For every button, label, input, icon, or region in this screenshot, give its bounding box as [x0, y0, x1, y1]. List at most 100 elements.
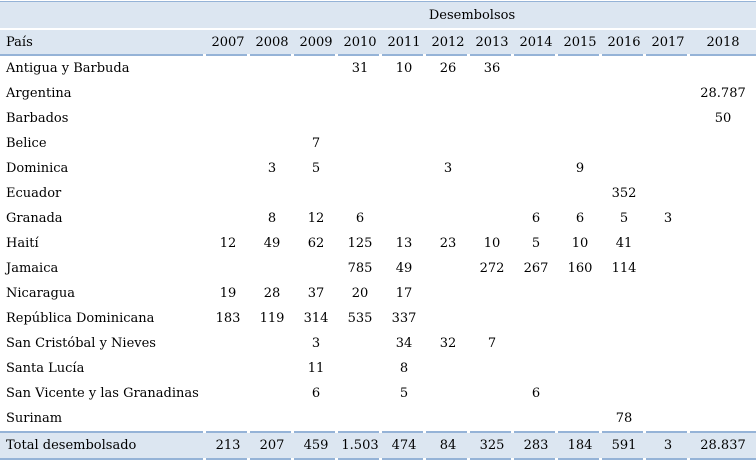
country-name-cell: Ecuador [6, 186, 62, 201]
table-row: Belice 7 [0, 131, 756, 156]
rule-segment [514, 431, 558, 433]
value-cell [294, 81, 338, 106]
value-cell: 12 [219, 236, 237, 251]
value-cell [690, 281, 756, 306]
total-value-cell: 184 [567, 438, 593, 453]
value-cell: 5 [399, 386, 409, 401]
value-cell [690, 331, 756, 356]
value-cell [338, 106, 382, 131]
table-row: Surinam 78 [0, 406, 756, 431]
value-cell [470, 306, 514, 331]
header-underline [0, 54, 756, 56]
value-cell: 5 [311, 161, 321, 176]
rule-segment [602, 54, 646, 56]
value-cell: 352 [611, 186, 637, 201]
value-cell: 5 [531, 236, 541, 251]
value-cell [426, 306, 470, 331]
value-cell [602, 156, 646, 181]
table-row: San Vicente y las Granadinas 6 5 6 [0, 381, 756, 406]
value-cell [426, 206, 470, 231]
rule-segment [294, 431, 338, 433]
value-cell [558, 181, 602, 206]
value-cell [294, 106, 338, 131]
value-cell [602, 281, 646, 306]
value-cell [338, 356, 382, 381]
table-row: Jamaica 785 49 272 267 160 114 [0, 256, 756, 281]
value-cell: 3 [267, 161, 277, 176]
value-cell [514, 406, 558, 431]
table-title-row: Desembolsos [0, 2, 756, 28]
value-cell [558, 306, 602, 331]
value-cell [690, 231, 756, 256]
rule-segment [382, 54, 426, 56]
value-cell [338, 381, 382, 406]
value-cell: 34 [395, 336, 413, 351]
value-cell [690, 131, 756, 156]
table-row: Granada 8 12 6 6 6 5 3 [0, 206, 756, 231]
total-row: Total desembolsado 213 207 459 1.503 474 84 32… [0, 433, 756, 458]
rule-segment [250, 54, 294, 56]
value-cell [514, 81, 558, 106]
year-column-header: 2014 [519, 34, 553, 50]
value-cell: 11 [307, 361, 325, 376]
year-column-header: 2012 [431, 34, 465, 50]
value-cell [470, 281, 514, 306]
value-cell [426, 181, 470, 206]
value-cell: 19 [219, 286, 237, 301]
rule-segment [558, 458, 602, 460]
year-column-header: 2009 [299, 34, 333, 50]
value-cell [382, 406, 426, 431]
value-cell [646, 331, 690, 356]
value-cell: 10 [571, 236, 589, 251]
value-cell [690, 56, 756, 81]
value-cell: 17 [395, 286, 413, 301]
value-cell: 10 [483, 236, 501, 251]
table-row: Barbados 50 [0, 106, 756, 131]
value-cell [646, 306, 690, 331]
value-cell: 12 [307, 211, 325, 226]
value-cell [382, 181, 426, 206]
rule-segment [558, 54, 602, 56]
country-name-cell: Barbados [6, 111, 69, 126]
year-column-header: 2011 [387, 34, 421, 50]
rule-segment [646, 54, 690, 56]
total-value-cell: 325 [479, 438, 505, 453]
value-cell [646, 181, 690, 206]
value-cell [250, 181, 294, 206]
table-row: Dominica 3 5 3 9 [0, 156, 756, 181]
table-row: San Cristóbal y Nieves 3 34 32 7 [0, 331, 756, 356]
table-row: Antigua y Barbuda 31 10 26 36 [0, 56, 756, 81]
table-title: Desembolsos [428, 7, 516, 23]
value-cell: 183 [215, 311, 241, 326]
value-cell [558, 406, 602, 431]
value-cell [558, 381, 602, 406]
value-cell [602, 356, 646, 381]
total-bottom-rule [0, 458, 756, 460]
value-cell [338, 406, 382, 431]
value-cell [558, 331, 602, 356]
rule-segment [0, 458, 206, 460]
value-cell [426, 281, 470, 306]
value-cell [470, 181, 514, 206]
value-cell: 6 [531, 211, 541, 226]
table-body: Antigua y Barbuda 31 10 26 36 Argentina 28.787… [0, 56, 756, 431]
table-row: República Dominicana 183 119 314 535 337 [0, 306, 756, 331]
value-cell [646, 106, 690, 131]
column-header-row: País 2007 2008 2009 2010 2011 2012 2013 2014 201… [0, 30, 756, 54]
value-cell: 28.787 [700, 86, 746, 101]
value-cell: 6 [575, 211, 585, 226]
value-cell [690, 181, 756, 206]
value-cell [690, 156, 756, 181]
rule-segment [646, 458, 690, 460]
total-value-cell: 283 [523, 438, 549, 453]
value-cell: 6 [311, 386, 321, 401]
value-cell [514, 106, 558, 131]
value-cell: 785 [347, 261, 373, 276]
value-cell: 26 [439, 61, 457, 76]
value-cell: 41 [615, 236, 633, 251]
country-name-cell: Antigua y Barbuda [6, 61, 130, 76]
value-cell [602, 81, 646, 106]
value-cell: 125 [347, 236, 373, 251]
value-cell: 7 [311, 136, 321, 151]
value-cell [470, 356, 514, 381]
